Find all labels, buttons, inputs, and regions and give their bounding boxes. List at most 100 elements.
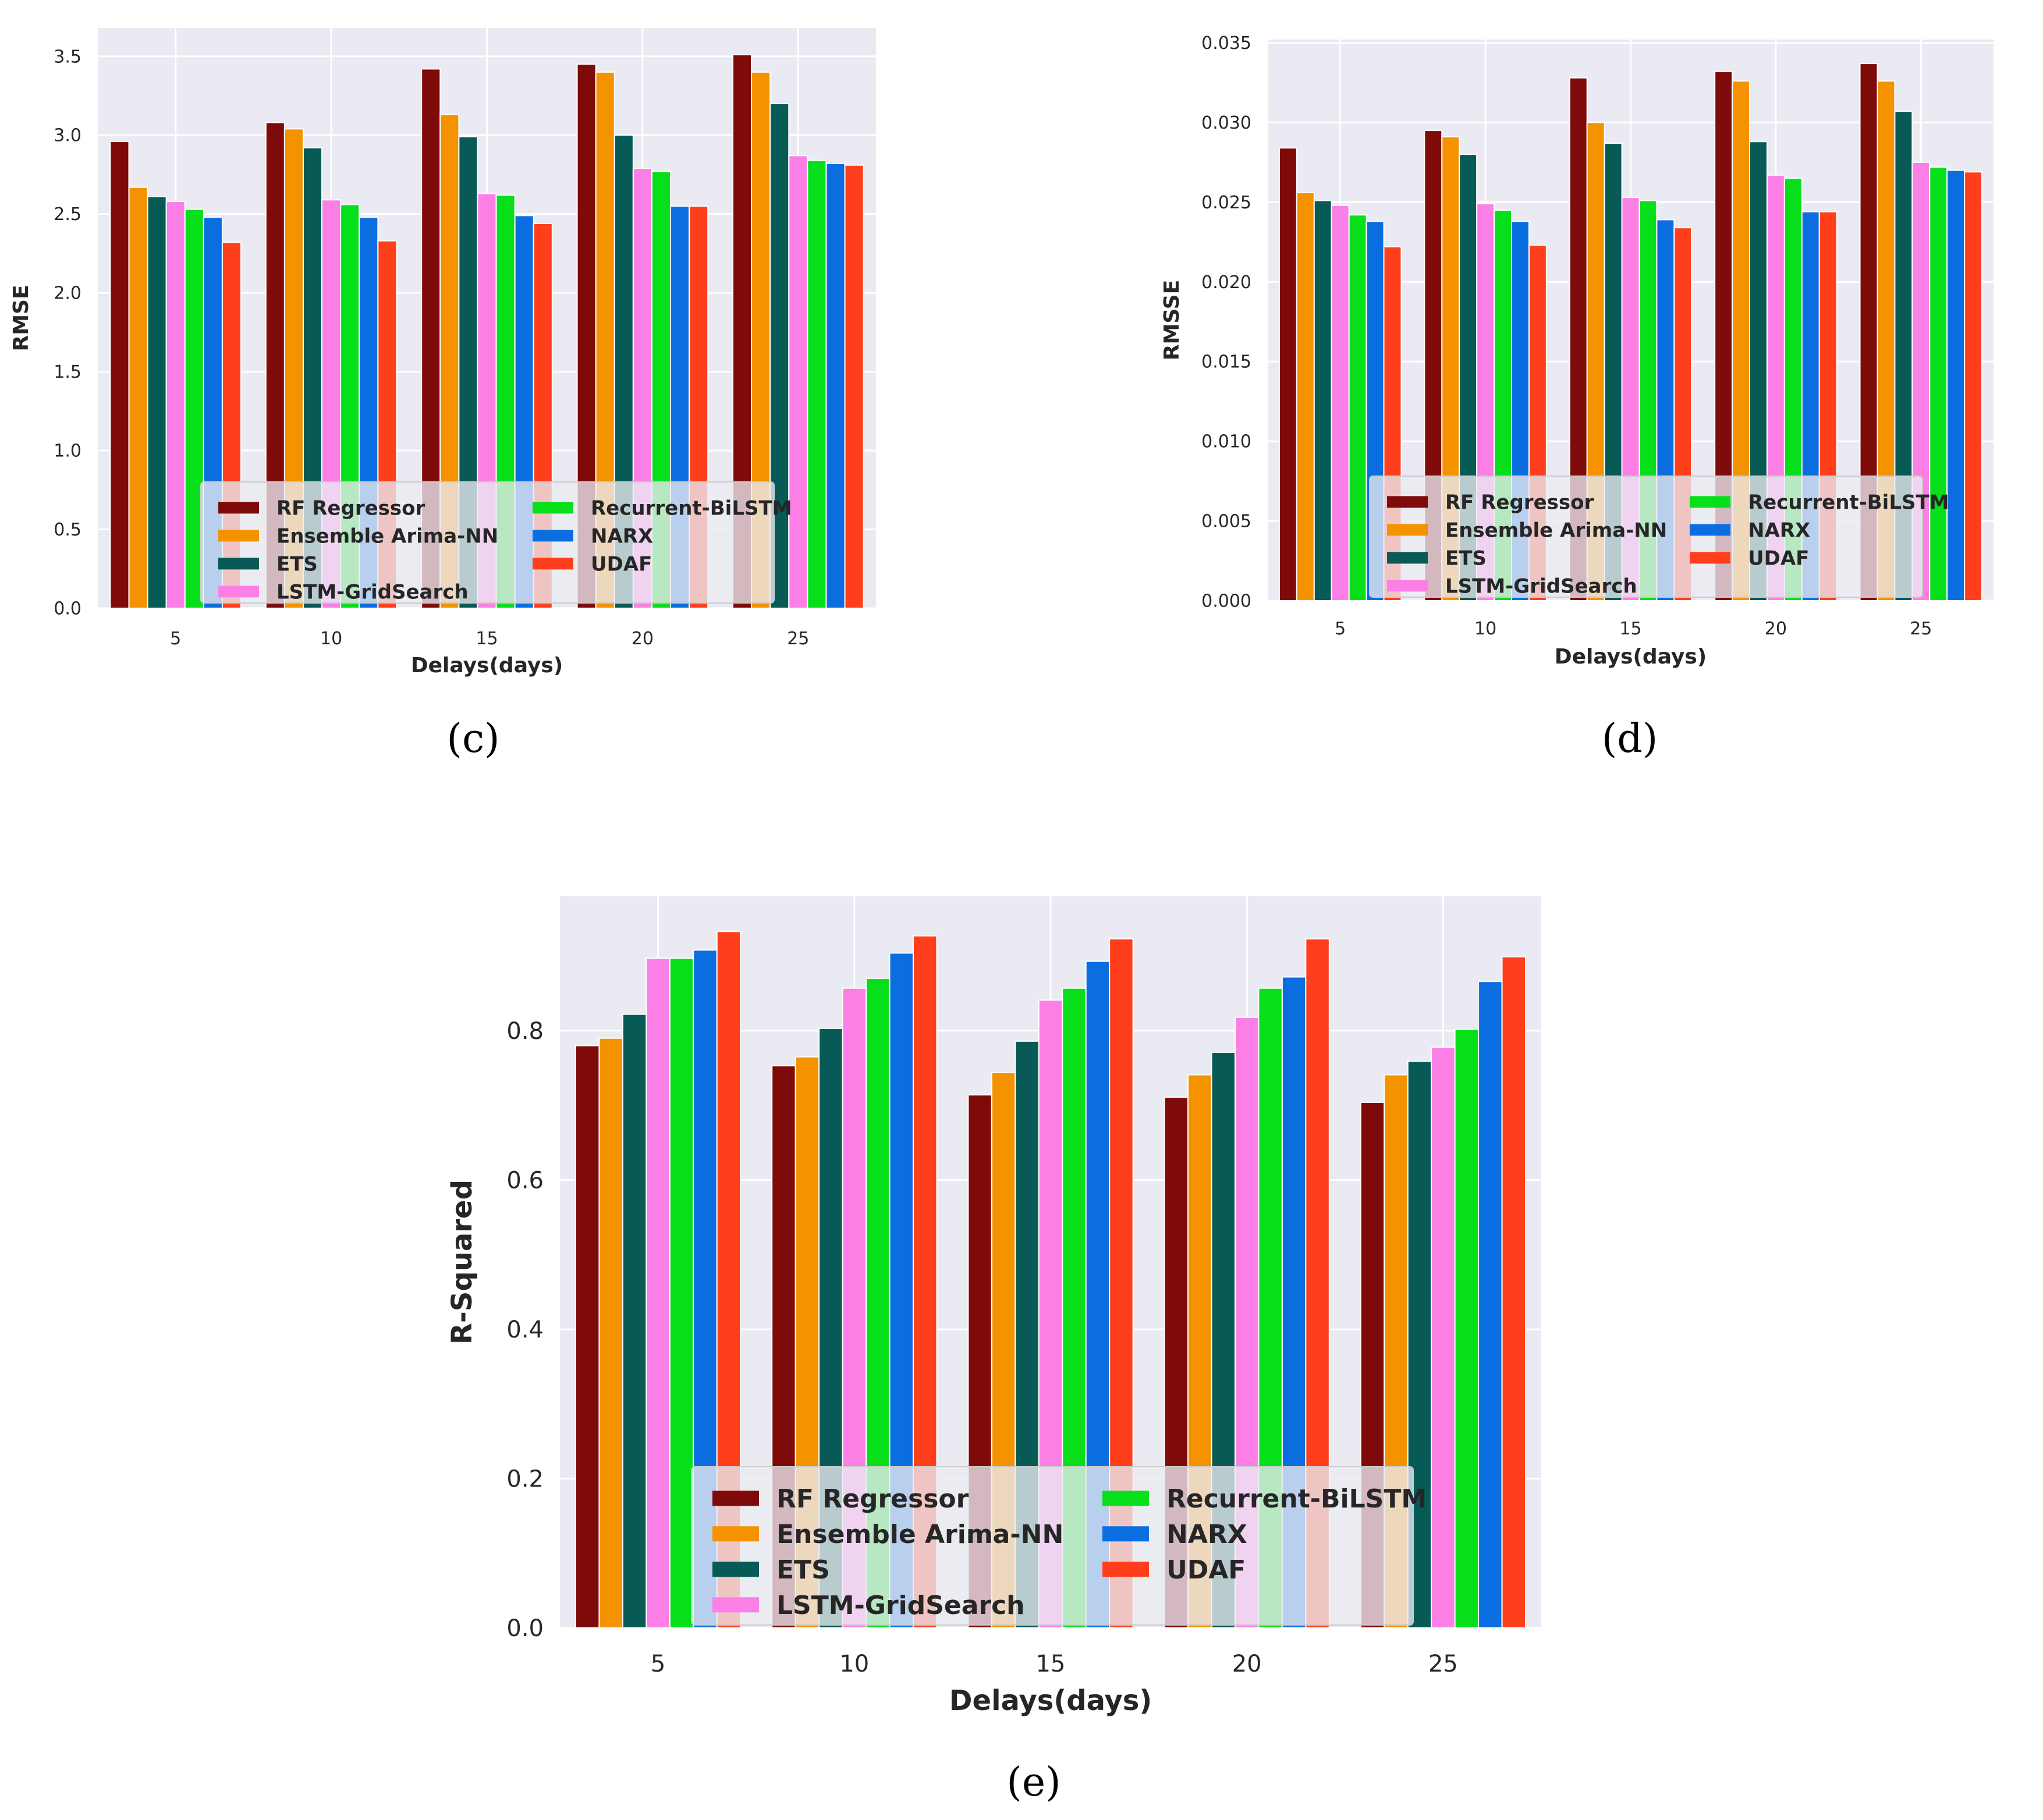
x-tick-label: 20 (1232, 1651, 1262, 1677)
y-tick-label: 0.8 (506, 1018, 544, 1045)
legend-swatch (218, 530, 259, 542)
x-axis-label: Delays(days) (949, 1684, 1152, 1717)
y-tick-label: 0.025 (1201, 193, 1251, 213)
y-tick-label: 0.010 (1201, 432, 1251, 452)
legend-label: NARX (1166, 1520, 1247, 1549)
bar (1946, 169, 1966, 601)
panel-label-d: (d) (1602, 716, 1658, 762)
legend-label: Ensemble Arima-NN (1445, 519, 1667, 542)
y-axis-label: RMSE (9, 285, 33, 351)
x-tick-label: 20 (1765, 619, 1787, 639)
legend-swatch (533, 502, 573, 514)
legend-label: UDAF (591, 553, 652, 576)
bar (1929, 166, 1948, 602)
legend-swatch (1387, 496, 1428, 508)
legend-label: NARX (591, 525, 653, 548)
bar (669, 957, 694, 1629)
y-tick-label: 3.5 (54, 47, 81, 67)
bar (1964, 171, 1983, 601)
bar (844, 164, 864, 609)
legend-label: LSTM-GridSearch (776, 1591, 1025, 1620)
legend-label: Ensemble Arima-NN (276, 525, 498, 548)
legend-swatch (218, 502, 259, 514)
bar (1431, 1046, 1456, 1629)
legend-label: UDAF (1166, 1555, 1246, 1585)
bar (165, 201, 186, 609)
y-axis-label: R-Squared (446, 1180, 478, 1344)
bar (1331, 204, 1350, 601)
legend-label: ETS (276, 553, 318, 576)
x-tick-label: 5 (170, 629, 181, 649)
x-tick-label: 25 (1428, 1651, 1458, 1677)
bar (1296, 191, 1315, 601)
y-tick-label: 0.4 (506, 1317, 544, 1343)
bar (109, 141, 130, 609)
y-tick-label: 0.0 (506, 1615, 544, 1642)
legend-swatch (1387, 552, 1428, 564)
x-tick-label: 10 (839, 1651, 869, 1677)
bar (574, 1045, 600, 1629)
x-tick-label: 15 (476, 629, 498, 649)
legend-label: RF Regressor (776, 1484, 969, 1514)
y-tick-label: 3.0 (54, 126, 81, 146)
legend-swatch (712, 1597, 759, 1613)
y-tick-label: 2.0 (54, 283, 81, 304)
bar (1313, 200, 1332, 601)
x-tick-label: 15 (1619, 619, 1641, 639)
y-axis-label: RMSSE (1160, 280, 1184, 360)
bar (622, 1013, 647, 1629)
legend-box (200, 481, 775, 604)
bar (1348, 214, 1367, 601)
x-tick-label: 10 (320, 629, 342, 649)
legend-swatch (1690, 524, 1730, 536)
x-axis-label: Delays(days) (1555, 645, 1707, 669)
y-tick-label: 0.015 (1201, 352, 1251, 372)
bar (1478, 981, 1503, 1629)
legend-swatch (1102, 1562, 1149, 1577)
x-tick-label: 5 (651, 1651, 665, 1677)
bar (598, 1037, 623, 1629)
bar (1501, 956, 1527, 1629)
x-tick-label: 20 (632, 629, 654, 649)
legend-swatch (712, 1526, 759, 1542)
legend-label: Ensemble Arima-NN (776, 1520, 1063, 1549)
bar (147, 196, 167, 609)
y-tick-label: 1.0 (54, 441, 81, 462)
chart-rmse: 0.0 0.5 1.0 1.5 2.0 2.5 3.0 3.5 5 10 15 20 25 RF Regr… (9, 28, 876, 677)
y-tick-label: 1.5 (54, 362, 81, 382)
legend-label: Recurrent-BiLSTM (1166, 1484, 1427, 1514)
y-tick-label: 0.000 (1201, 591, 1251, 612)
bar (1454, 1028, 1480, 1629)
legend-label: ETS (776, 1555, 830, 1585)
legend-box (1369, 476, 1923, 598)
legend-label: UDAF (1748, 547, 1809, 570)
legend-swatch (218, 558, 259, 570)
y-tick-label: 0.020 (1201, 272, 1251, 293)
y-tick-label: 0.035 (1201, 33, 1251, 54)
y-tick-label: 0.6 (506, 1167, 544, 1194)
panel-label-e: (e) (1006, 1759, 1060, 1805)
bar (1278, 147, 1297, 601)
legend-label: LSTM-GridSearch (1445, 575, 1637, 598)
legend-label: LSTM-GridSearch (276, 581, 469, 604)
legend-swatch (1102, 1526, 1149, 1542)
legend-label: Recurrent-BiLSTM (1748, 491, 1949, 515)
chart-r-squared: 0.0 0.2 0.4 0.6 0.8 5 10 15 20 25 RF Regressor Ense… (446, 896, 1541, 1717)
y-tick-label: 2.5 (54, 204, 81, 225)
x-tick-label: 5 (1335, 619, 1346, 639)
legend-swatch (712, 1562, 759, 1577)
legend-label: Recurrent-BiLSTM (591, 497, 792, 520)
legend-label: NARX (1748, 519, 1810, 542)
bar (825, 162, 846, 609)
bar (128, 186, 148, 609)
x-tick-label: 25 (1910, 619, 1932, 639)
legend-swatch (533, 530, 573, 542)
y-tick-label: 0.5 (54, 520, 81, 540)
legend-swatch (1387, 524, 1428, 536)
legend-swatch (1690, 496, 1730, 508)
legend-swatch (218, 586, 259, 598)
y-tick-label: 0.2 (506, 1466, 544, 1492)
legend-label: RF Regressor (276, 497, 425, 520)
legend-swatch (1387, 580, 1428, 592)
